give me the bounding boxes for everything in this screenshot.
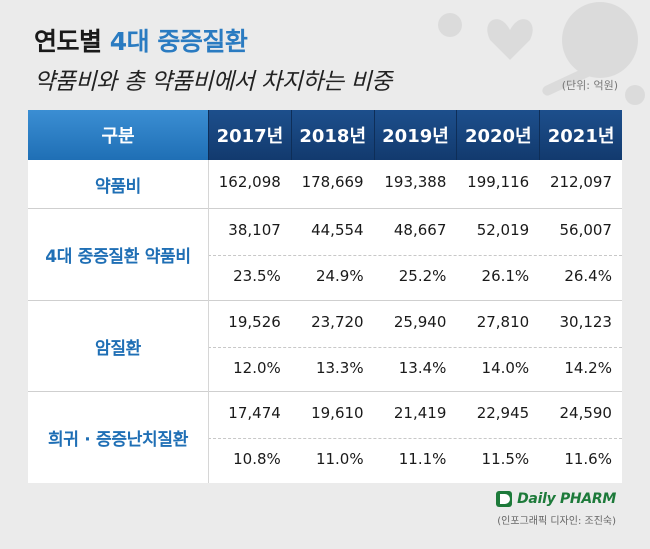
value-cell: 178,669 [301,173,364,191]
header-category: 구분 [28,110,208,160]
value-cell: 23,720 [311,313,364,331]
column-divider [208,160,209,483]
table-row: 암질환 19,526 23,720 25,940 27,810 30,123 1… [28,301,622,392]
share-cell: 11.5% [481,450,530,468]
table-body: 약품비 162,098 178,669 193,388 199,116 212,… [28,160,622,483]
share-cell: 26.1% [481,267,530,285]
value-cell: 21,419 [393,404,447,422]
value-cell: 17,474 [228,404,281,422]
unit-label: (단위: 억원) [561,79,618,92]
share-cell: 11.6% [564,450,612,468]
share-cell: 11.0% [315,450,364,468]
value-cell: 24,590 [559,404,612,422]
share-cell: 24.9% [315,267,364,285]
table-header: 구분 2017년 2018년 2019년 2020년 2021년 [28,110,622,160]
data-table: 구분 2017년 2018년 2019년 2020년 2021년 약품비 162… [28,110,622,483]
value-cell: 38,107 [228,221,281,239]
row-label: 희귀 · 증증난치질환 [47,430,189,450]
page-subtitle: 약품비와 총 약품비에서 차지하는 비중 [34,69,392,95]
page-title: 연도별 4대 중증질환 [34,22,248,58]
share-cell: 26.4% [564,267,612,285]
table-row: 4대 중증질환 약품비 38,107 44,554 48,667 52,019 … [28,209,622,301]
share-cell: 23.5% [233,267,281,285]
value-cell: 19,610 [311,404,364,422]
value-cell: 25,940 [393,313,447,331]
value-cell: 56,007 [559,221,612,239]
value-cell: 48,667 [393,221,447,239]
table-row: 약품비 162,098 178,669 193,388 199,116 212,… [28,160,622,209]
share-cell: 14.2% [564,359,612,377]
header-year: 2020년 [456,110,540,160]
value-cell: 22,945 [476,404,530,422]
value-cell: 162,098 [218,173,281,191]
row-label: 암질환 [94,338,142,359]
share-cell: 11.1% [398,450,447,468]
value-cell: 44,554 [311,221,364,239]
share-cell: 13.4% [398,359,447,377]
header-year: 2019년 [373,110,457,160]
share-cell: 13.3% [315,359,364,377]
value-cell: 19,526 [228,313,281,331]
share-cell: 12.0% [233,359,281,377]
title-prefix: 연도별 [34,27,102,56]
table-row: 희귀 · 증증난치질환 17,474 19,610 21,419 22,945 … [28,392,622,483]
share-cell: 10.8% [233,450,281,468]
share-cell: 25.2% [398,267,447,285]
value-cell: 52,019 [476,221,530,239]
design-credit: (인포그래픽 디자인: 조진숙) [497,516,616,527]
row-divider [208,255,622,256]
row-divider [208,347,622,348]
value-cell: 199,116 [467,173,530,191]
value-cell: 212,097 [549,173,612,191]
row-divider [208,438,622,439]
row-label: 약품비 [94,176,142,197]
logo-text: Daily PHARM [517,491,616,507]
medical-decoration-icon [438,2,645,105]
logo-mark-icon [496,491,513,507]
header-year: 2017년 [208,110,291,160]
daily-pharm-logo: Daily PHARM [495,490,616,508]
value-cell: 193,388 [384,173,447,191]
row-label: 4대 중증질환 약품비 [45,247,191,267]
value-cell: 30,123 [559,313,612,331]
title-accent: 4대 중증질환 [109,27,248,56]
share-cell: 14.0% [481,359,530,377]
value-cell: 27,810 [476,313,530,331]
header-year: 2018년 [290,110,374,160]
header-year: 2021년 [539,110,622,160]
